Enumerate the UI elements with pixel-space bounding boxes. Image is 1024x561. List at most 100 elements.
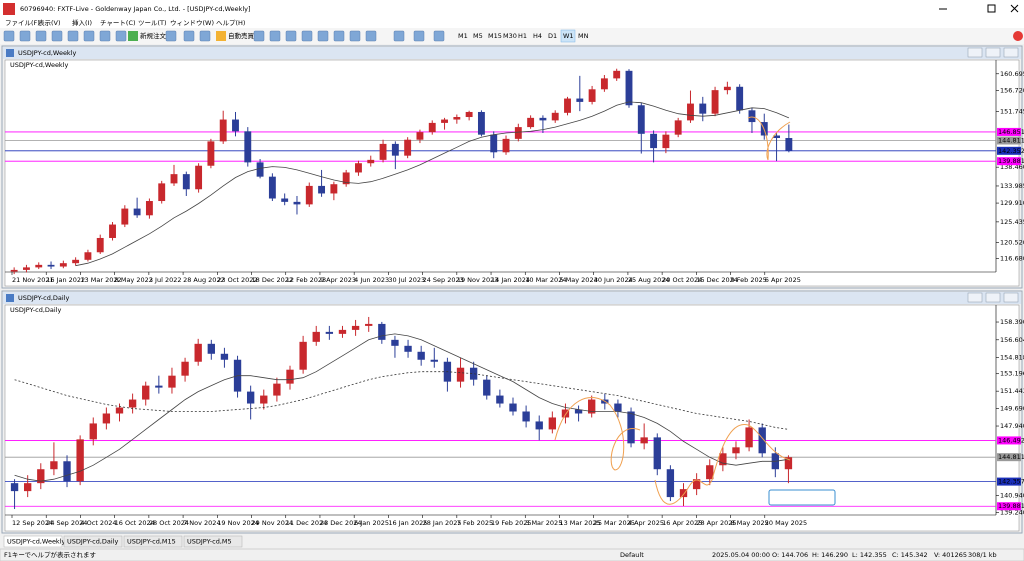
toolbar-button[interactable]: 新規注文: [140, 31, 167, 40]
window-button[interactable]: [985, 292, 1001, 303]
toolbar-icon[interactable]: [317, 30, 329, 42]
price-label-box: [997, 146, 1021, 155]
toolbar-icon[interactable]: [413, 30, 425, 42]
menu-item[interactable]: チャート(C): [100, 19, 136, 27]
toolbar-icon[interactable]: [333, 30, 345, 42]
candle-body: [155, 385, 163, 388]
candle-body: [469, 367, 478, 380]
x-tick-label: 16 Jan 2025: [388, 519, 427, 527]
price-label: 139.881: [998, 502, 1024, 510]
chart-tab-label[interactable]: USDJPY-cd,Weekly: [7, 538, 66, 546]
timeframe-button[interactable]: M5: [473, 32, 483, 40]
toolbar-icon[interactable]: [35, 30, 47, 42]
notification-icon[interactable]: [1013, 31, 1023, 41]
candle-body: [625, 70, 633, 106]
toolbar-icon[interactable]: [253, 30, 265, 42]
candle-body: [600, 78, 608, 90]
window-caption-title: USDJPY-cd,Weekly: [18, 49, 77, 57]
window-button[interactable]: [967, 292, 983, 303]
menu-item[interactable]: ファイル(F): [5, 19, 40, 27]
x-tick-label: 14 Jan 2024: [491, 276, 530, 284]
toolbar-icon[interactable]: [51, 30, 63, 42]
window-title: 60796940: FXTF-Live - Goldenway Japan Co…: [20, 5, 251, 13]
candle-body: [10, 269, 18, 272]
candle-body: [576, 98, 584, 102]
candle-body: [416, 132, 424, 140]
candle-body: [181, 361, 189, 376]
toolbar-icon[interactable]: [365, 30, 377, 42]
timeframe-button[interactable]: M15: [488, 32, 502, 40]
candle-body: [637, 105, 645, 134]
timeframe-button[interactable]: H4: [533, 32, 542, 40]
menu-item[interactable]: 表示(V): [38, 18, 61, 27]
window-button[interactable]: [985, 47, 1001, 58]
menu-item[interactable]: ヘルプ(H): [216, 19, 245, 27]
toolbar-icon[interactable]: [269, 30, 281, 42]
chart-tab-label[interactable]: USDJPY-cd,M15: [127, 538, 176, 546]
moving-average: [14, 371, 789, 430]
toolbar-button[interactable]: 自動売買: [228, 31, 255, 40]
menu-item[interactable]: ウィンドウ(W): [170, 19, 214, 27]
toolbar-icon[interactable]: [433, 30, 445, 42]
price-label: 144.811: [998, 136, 1024, 144]
toolbar-button-icon[interactable]: [128, 31, 138, 41]
toolbar-icon[interactable]: [99, 30, 111, 42]
toolbar-icon[interactable]: [301, 30, 313, 42]
toolbar-icon[interactable]: [115, 30, 127, 42]
toolbar-icon[interactable]: [349, 30, 361, 42]
close-button[interactable]: [1010, 4, 1019, 13]
candle-body: [286, 369, 294, 384]
chart-tab-label[interactable]: USDJPY-cd,Daily: [67, 538, 118, 546]
toolbar-icon[interactable]: [3, 30, 15, 42]
candle-body: [692, 479, 701, 490]
toolbar-icon[interactable]: [199, 30, 211, 42]
x-tick-label: 25 Mar 2025: [594, 519, 635, 527]
candle-body: [232, 119, 239, 132]
toolbar-icon[interactable]: [83, 30, 95, 42]
toolbar-icon[interactable]: [165, 30, 177, 42]
timeframe-button[interactable]: M30: [503, 32, 517, 40]
timeframe-button[interactable]: MN: [578, 32, 589, 40]
menu-bar: [0, 18, 1024, 28]
x-tick-label: 30 Jun 2024: [594, 276, 633, 284]
price-label: 144.811: [998, 453, 1024, 461]
x-tick-label: 21 Nov 2021: [12, 276, 54, 284]
timeframe-button[interactable]: H1: [518, 32, 527, 40]
toolbar-button-icon[interactable]: [216, 31, 226, 41]
timeframe-button[interactable]: W1: [563, 32, 574, 40]
candle-body: [305, 185, 313, 205]
toolbar-icon[interactable]: [183, 30, 195, 42]
toolbar-icon[interactable]: [19, 30, 31, 42]
candle-body: [674, 120, 682, 135]
candle-body: [219, 119, 227, 142]
x-tick-label: 12 Feb 2023: [286, 276, 326, 284]
candle-body: [483, 379, 491, 396]
x-tick-label: 13 Mar 2025: [559, 519, 600, 527]
status-item: O: 144.706: [772, 551, 808, 559]
candle-body: [260, 395, 268, 404]
toolbar-icon[interactable]: [67, 30, 79, 42]
chart-tab-label[interactable]: USDJPY-cd,M5: [187, 538, 232, 546]
chart-tab[interactable]: [3, 535, 63, 548]
timeframe-button[interactable]: D1: [548, 32, 557, 40]
maximize-button[interactable]: [987, 4, 996, 13]
chart-tab[interactable]: [123, 535, 183, 548]
timeframe-button[interactable]: M1: [458, 32, 468, 40]
candle-body: [417, 351, 425, 360]
menu-item[interactable]: 挿入(I): [72, 18, 92, 27]
x-tick-label: 8 May 2025: [731, 519, 769, 527]
menu-item[interactable]: ツール(T): [138, 19, 167, 27]
chart-tab[interactable]: [63, 535, 123, 548]
chart-tab[interactable]: [183, 535, 243, 548]
x-tick-label: 9 Feb 2025: [731, 276, 767, 284]
price-label-box: [997, 453, 1021, 462]
candle-body: [121, 208, 129, 225]
candle-body: [37, 469, 45, 484]
toolbar-icon[interactable]: [285, 30, 297, 42]
window-button[interactable]: [967, 47, 983, 58]
toolbar-icon[interactable]: [393, 30, 405, 42]
x-tick-label: 18 Dec 2022: [252, 276, 294, 284]
window-button[interactable]: [1003, 292, 1019, 303]
window-button[interactable]: [1003, 47, 1019, 58]
candle-body: [490, 134, 498, 153]
